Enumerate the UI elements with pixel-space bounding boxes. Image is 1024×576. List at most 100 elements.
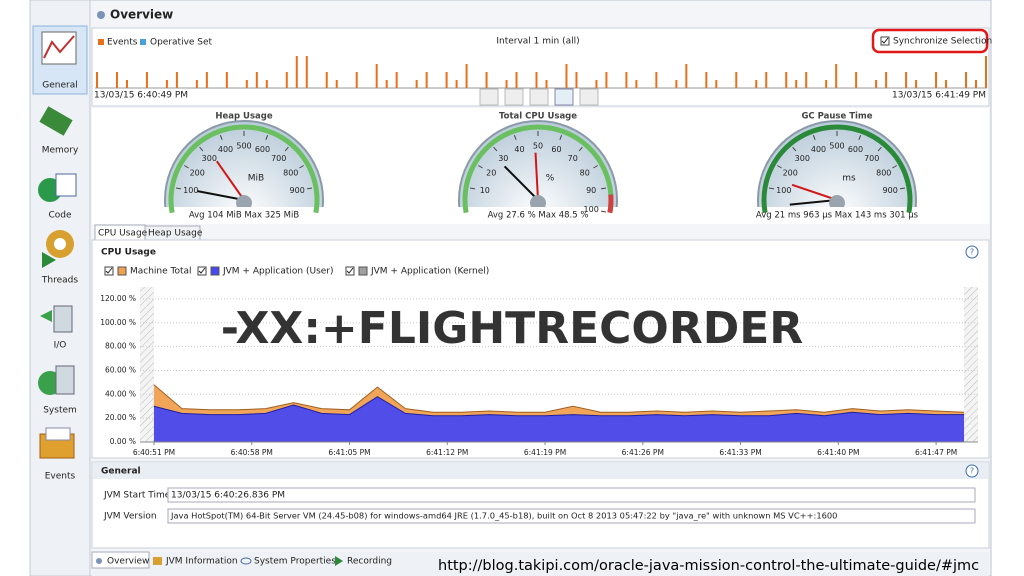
general-header <box>93 463 988 479</box>
sidebar-label[interactable]: Code <box>48 211 72 221</box>
event-bar <box>855 72 858 88</box>
y-tick-label: 120.00 % <box>100 294 136 303</box>
gauge-tick-label: 90 <box>586 186 596 195</box>
gauge-tick <box>792 146 797 152</box>
bottom-tab[interactable]: Recording <box>347 557 392 567</box>
area-line <box>153 384 965 413</box>
time-start: 13/03/15 6:40:49 PM <box>94 91 188 101</box>
gauge-tick <box>493 146 498 152</box>
sidebar-label[interactable]: Threads <box>41 276 78 286</box>
gauge-dial <box>164 120 324 207</box>
time-end: 13/03/15 6:41:49 PM <box>892 91 986 101</box>
bottom-tab[interactable]: Overview <box>107 557 149 567</box>
bottom-tab[interactable]: System Properties <box>254 557 336 567</box>
event-bar <box>455 80 458 88</box>
gauge-tick-label: 600 <box>848 145 863 154</box>
gauge-tick-label: 100 <box>776 186 791 195</box>
sidebar-label[interactable]: General <box>42 81 77 91</box>
gauge-title: GC Pause Time <box>801 112 872 122</box>
legend-swatch <box>210 266 220 276</box>
gauge-tick <box>600 187 607 190</box>
gauge-tick <box>299 165 305 169</box>
event-bar <box>445 72 448 88</box>
gauge-tick-label: 10 <box>480 186 490 195</box>
field <box>167 487 976 503</box>
gauge-tick <box>776 165 782 169</box>
gauge-tick <box>877 146 882 152</box>
event-bar <box>165 80 168 88</box>
event-bar <box>335 80 338 88</box>
needle-avg <box>197 190 245 201</box>
event-bar <box>115 72 118 88</box>
sidebar-label[interactable]: Memory <box>42 146 79 156</box>
legend-label: Operative Set <box>150 38 213 48</box>
help-mark: ? <box>970 248 974 257</box>
gauge-tick-label: 200 <box>783 169 798 178</box>
hatch-left <box>140 287 154 442</box>
legend-label: Events <box>107 38 138 48</box>
gauge-tick-label: 30 <box>498 154 508 163</box>
event-bar <box>295 56 298 88</box>
legend-label: JVM + Application (User) <box>222 267 334 277</box>
event-bar <box>245 80 248 88</box>
event-bar <box>915 80 918 88</box>
x-tick-label: 6:41:33 PM <box>719 448 761 457</box>
bottom-tab-selected[interactable] <box>91 551 150 569</box>
legend-check <box>105 267 113 274</box>
y-tick-label: 80.00 % <box>105 342 136 351</box>
x-tick-label: 6:41:05 PM <box>328 448 370 457</box>
tab-icon <box>153 557 162 565</box>
gauge-tick <box>899 187 906 190</box>
gauge-tick-label: 20 <box>486 169 496 178</box>
gauge-tick <box>199 146 204 152</box>
event-bar <box>415 80 418 88</box>
x-tick-label: 6:41:26 PM <box>622 448 664 457</box>
gauge-unit: ms <box>842 174 856 184</box>
sidebar-label[interactable]: System <box>43 406 77 416</box>
section-title: CPU Usage <box>101 248 156 258</box>
event-bar <box>835 64 838 88</box>
event-bar <box>575 72 578 88</box>
sync-label[interactable]: Synchronize Selection <box>893 37 992 47</box>
event-bar <box>715 80 718 88</box>
needle-max <box>791 183 838 201</box>
gauge-warn <box>607 194 614 214</box>
needle-max <box>534 152 539 201</box>
bottom-tab[interactable]: JVM Information <box>165 557 238 567</box>
tab-label[interactable]: CPU Usage <box>98 229 148 239</box>
gauge-dial <box>458 120 618 207</box>
event-bar <box>375 64 378 88</box>
sidebar-label[interactable]: Events <box>45 472 76 482</box>
event-bar <box>785 72 788 88</box>
help-icon[interactable] <box>965 245 979 259</box>
gauge-tick-label: 60 <box>551 145 561 154</box>
needle-avg <box>503 165 539 201</box>
event-bar <box>505 80 508 88</box>
gauge-tick-label: 900 <box>883 186 898 195</box>
event-bar <box>255 72 258 88</box>
tab-label[interactable]: Heap Usage <box>148 229 203 239</box>
help-icon[interactable] <box>965 464 979 478</box>
gauge-tick-label: 300 <box>795 154 810 163</box>
gauge-tick-label: 70 <box>568 154 578 163</box>
event-bar <box>195 80 198 88</box>
event-bar <box>515 72 518 88</box>
event-bar <box>755 80 758 88</box>
sidebar-label[interactable]: I/O <box>54 341 67 351</box>
field-label: JVM Version <box>103 512 157 522</box>
zoom-buttons[interactable] <box>479 88 599 106</box>
gauge-tick-label: 800 <box>283 169 298 178</box>
event-bar <box>735 72 738 88</box>
event-bar <box>545 80 548 88</box>
tab-icon <box>96 558 102 564</box>
field-label: JVM Start Time <box>103 491 171 501</box>
gauge-tick <box>600 210 607 213</box>
legend-label: Machine Total <box>130 267 192 277</box>
gauge-title: Heap Usage <box>215 112 272 122</box>
event-bar <box>605 72 608 88</box>
needle-avg <box>789 199 838 206</box>
event-bar <box>265 80 268 88</box>
legend-check <box>198 267 206 274</box>
page-title: Overview <box>110 8 173 22</box>
